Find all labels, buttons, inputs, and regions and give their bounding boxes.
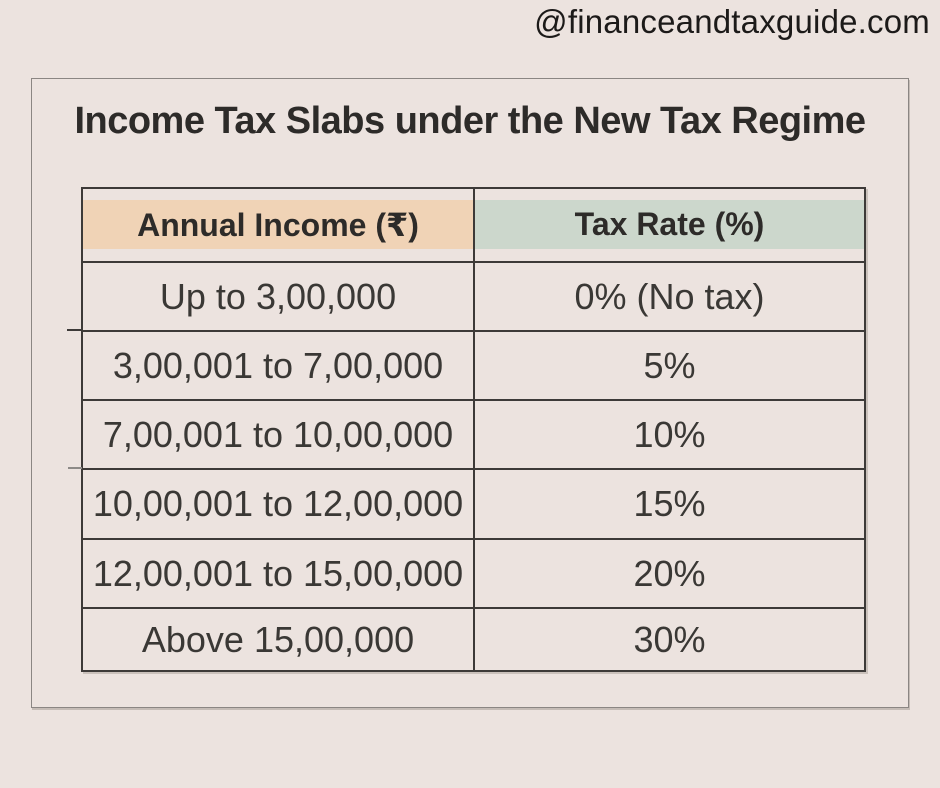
rate-cell: 0% (No tax) <box>473 261 866 332</box>
hand-drawn-tick <box>68 467 82 469</box>
income-cell: 12,00,001 to 15,00,000 <box>81 538 475 609</box>
table-row: Above 15,00,000 30% <box>81 607 866 672</box>
income-cell: 3,00,001 to 7,00,000 <box>81 330 475 401</box>
header-cell-annual-income: Annual Income (₹) <box>81 187 475 263</box>
annual-income-header-band: Annual Income (₹) <box>83 200 473 249</box>
hand-drawn-tick <box>67 329 83 331</box>
income-cell: 10,00,001 to 12,00,000 <box>81 468 475 540</box>
table-row: 7,00,001 to 10,00,000 10% <box>81 399 866 470</box>
income-cell: Up to 3,00,000 <box>81 261 475 332</box>
rate-cell: 10% <box>473 399 866 470</box>
content-frame: Income Tax Slabs under the New Tax Regim… <box>31 78 909 708</box>
rate-cell: 20% <box>473 538 866 609</box>
table-row: 3,00,001 to 7,00,000 5% <box>81 330 866 401</box>
table-row: 10,00,001 to 12,00,000 15% <box>81 468 866 540</box>
tax-slab-table: Annual Income (₹) Tax Rate (%) Up to 3,0… <box>81 187 866 672</box>
table-header-row: Annual Income (₹) Tax Rate (%) <box>81 187 866 263</box>
watermark: @financeandtaxguide.com <box>534 3 930 40</box>
tax-rate-header-band: Tax Rate (%) <box>475 200 864 249</box>
rate-cell: 5% <box>473 330 866 401</box>
rate-cell: 30% <box>473 607 866 672</box>
rate-cell: 15% <box>473 468 866 540</box>
table-row: 12,00,001 to 15,00,000 20% <box>81 538 866 609</box>
page-title: Income Tax Slabs under the New Tax Regim… <box>74 100 866 142</box>
header-cell-tax-rate: Tax Rate (%) <box>473 187 866 263</box>
income-cell: Above 15,00,000 <box>81 607 475 672</box>
table-row: Up to 3,00,000 0% (No tax) <box>81 261 866 332</box>
income-cell: 7,00,001 to 10,00,000 <box>81 399 475 470</box>
